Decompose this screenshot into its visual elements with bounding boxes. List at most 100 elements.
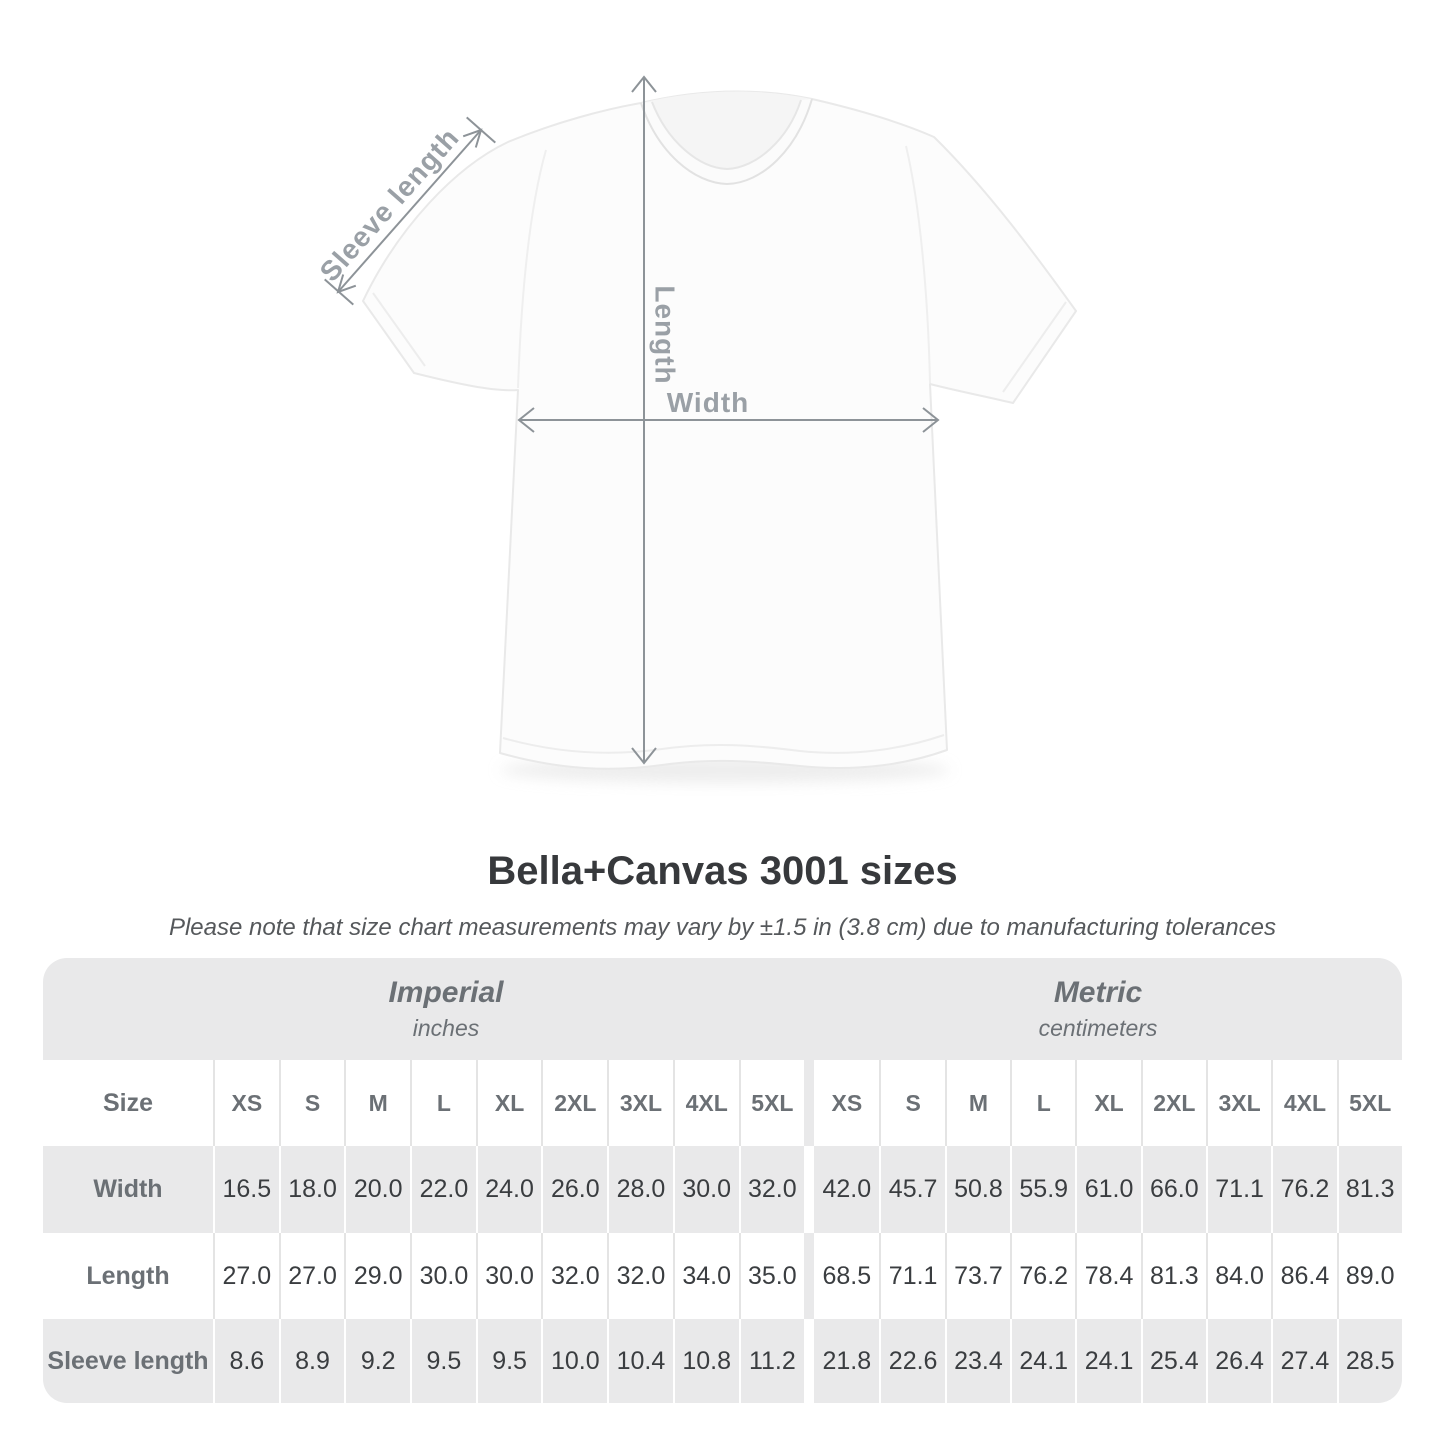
metric-header: Metric centimeters (814, 958, 1402, 1060)
size-value-cell: 10.8 (672, 1319, 739, 1403)
size-col-header: XL (475, 1060, 542, 1146)
size-value-cell: 8.6 (213, 1319, 279, 1403)
size-value-cell: 9.5 (410, 1319, 476, 1403)
unit-group-divider (804, 1233, 815, 1319)
size-value-cell: 25.4 (1140, 1319, 1206, 1403)
size-col-header: XL (1075, 1060, 1140, 1146)
size-value-cell: 50.8 (944, 1146, 1010, 1233)
size-col-header: XS (831, 1089, 863, 1116)
size-value-cell: 32.0 (738, 1146, 805, 1233)
size-value-cell: 45.7 (879, 1146, 944, 1233)
size-value-cell: 30.0 (410, 1233, 476, 1319)
size-value-cell: 32.0 (541, 1233, 607, 1319)
size-value-cell: 84.0 (1205, 1233, 1271, 1319)
size-value-cell: 66.0 (1140, 1146, 1206, 1233)
size-value-cell: 30.0 (475, 1233, 542, 1319)
size-value-cell: 27.0 (213, 1233, 279, 1319)
size-col-header: M (344, 1060, 410, 1146)
size-col-header: S (278, 1060, 345, 1146)
size-col-header: XS (213, 1060, 279, 1146)
size-value-cell: 76.2 (1271, 1146, 1336, 1233)
size-value-cell: 10.0 (541, 1319, 607, 1403)
table-row: Size XS S M L XL 2XL 3XL 4XL 5XL XS S M L XL 2XL 3XL 4XL 5… (43, 1060, 1402, 1146)
size-value-cell: 71.1 (1205, 1146, 1271, 1233)
unit-group-divider (804, 1060, 815, 1146)
size-value-cell: 9.5 (475, 1319, 542, 1403)
imperial-header: Imperial inches (43, 958, 814, 1060)
tshirt-diagram: Sleeve length Length Width (314, 75, 1077, 783)
row-label: Sleeve length (47, 1346, 209, 1375)
size-value-cell: 81.3 (1140, 1233, 1206, 1319)
size-value-cell: 21.8 (822, 1346, 872, 1375)
page-title: Bella+Canvas 3001 sizes (487, 849, 958, 893)
tshirt-illustration (362, 90, 1077, 770)
size-value-cell: 76.2 (1010, 1233, 1075, 1319)
size-value-cell: 20.0 (344, 1146, 410, 1233)
imperial-label: Imperial (388, 976, 504, 1009)
size-value-cell: 28.5 (1336, 1319, 1402, 1403)
size-col-header: 3XL (1205, 1060, 1271, 1146)
size-col-header: 2XL (541, 1060, 607, 1146)
size-col-header: S (879, 1060, 944, 1146)
size-col-header: 3XL (607, 1060, 673, 1146)
size-value-cell: 26.4 (1205, 1319, 1271, 1403)
size-value-cell: 73.7 (944, 1233, 1010, 1319)
size-value-cell: 8.9 (278, 1319, 345, 1403)
size-value-cell: 26.0 (541, 1146, 607, 1233)
size-value-cell: 42.0 (822, 1175, 872, 1203)
unit-group-divider (804, 1319, 815, 1403)
size-col-header: 4XL (1271, 1060, 1336, 1146)
size-table: Imperial inches Metric centimeters Size X… (43, 958, 1402, 1403)
size-column-header: Size (102, 1088, 154, 1117)
collar-band (641, 99, 812, 184)
size-value-cell: 24.0 (475, 1146, 542, 1233)
size-value-cell: 24.1 (1075, 1319, 1140, 1403)
size-value-cell: 18.0 (278, 1146, 345, 1233)
table-row: Length 27.0 27.0 29.0 30.0 30.0 32.0 32.0 34.0 35… (43, 1233, 1402, 1319)
size-value-cell: 9.2 (344, 1319, 410, 1403)
size-col-header: M (944, 1060, 1010, 1146)
size-value-cell: 68.5 (822, 1261, 872, 1290)
sleeve-length-arrow (324, 116, 496, 306)
size-value-cell: 29.0 (344, 1233, 410, 1319)
table-row: Width 16.5 18.0 20.0 22.0 24.0 26.0 28.0 30.0 32.… (43, 1146, 1402, 1233)
metric-label: Metric (1053, 976, 1143, 1009)
size-value-cell: 22.6 (879, 1319, 944, 1403)
size-value-cell: 28.0 (607, 1146, 673, 1233)
size-value-cell: 81.3 (1336, 1146, 1402, 1233)
size-value-cell: 71.1 (879, 1233, 944, 1319)
size-value-cell: 30.0 (672, 1146, 739, 1233)
unit-header-band: Imperial inches Metric centimeters (43, 958, 1402, 1060)
table-row: Sleeve length 8.6 8.9 9.2 9.5 9.5 10.0 10.4 10.8… (43, 1319, 1402, 1403)
row-label: Length (86, 1261, 170, 1290)
size-value-cell: 55.9 (1010, 1146, 1075, 1233)
size-value-cell: 32.0 (607, 1233, 673, 1319)
metric-sublabel: centimeters (1038, 1015, 1158, 1041)
size-col-header: 5XL (738, 1060, 805, 1146)
size-col-header: 4XL (672, 1060, 739, 1146)
size-value-cell: 89.0 (1336, 1233, 1402, 1319)
size-value-cell: 22.0 (410, 1146, 476, 1233)
length-label: Length (650, 285, 681, 384)
width-label: Width (667, 387, 750, 418)
size-value-cell: 23.4 (944, 1319, 1010, 1403)
size-value-cell: 86.4 (1271, 1233, 1336, 1319)
size-value-cell: 27.4 (1271, 1319, 1336, 1403)
imperial-sublabel: inches (412, 1015, 480, 1041)
size-value-cell: 78.4 (1075, 1233, 1140, 1319)
size-value-cell: 27.0 (278, 1233, 345, 1319)
size-col-header: 5XL (1336, 1060, 1402, 1146)
size-col-header: L (1010, 1060, 1075, 1146)
size-value-cell: 35.0 (738, 1233, 805, 1319)
size-value-cell: 11.2 (738, 1319, 805, 1403)
row-label: Width (93, 1175, 163, 1203)
unit-group-divider (804, 1146, 815, 1233)
size-value-cell: 34.0 (672, 1233, 739, 1319)
size-col-header: L (410, 1060, 476, 1146)
size-value-cell: 24.1 (1010, 1319, 1075, 1403)
size-col-header: 2XL (1140, 1060, 1206, 1146)
size-value-cell: 10.4 (607, 1319, 673, 1403)
tolerance-note: Please note that size chart measurements… (168, 914, 1277, 941)
width-arrow (517, 407, 940, 433)
